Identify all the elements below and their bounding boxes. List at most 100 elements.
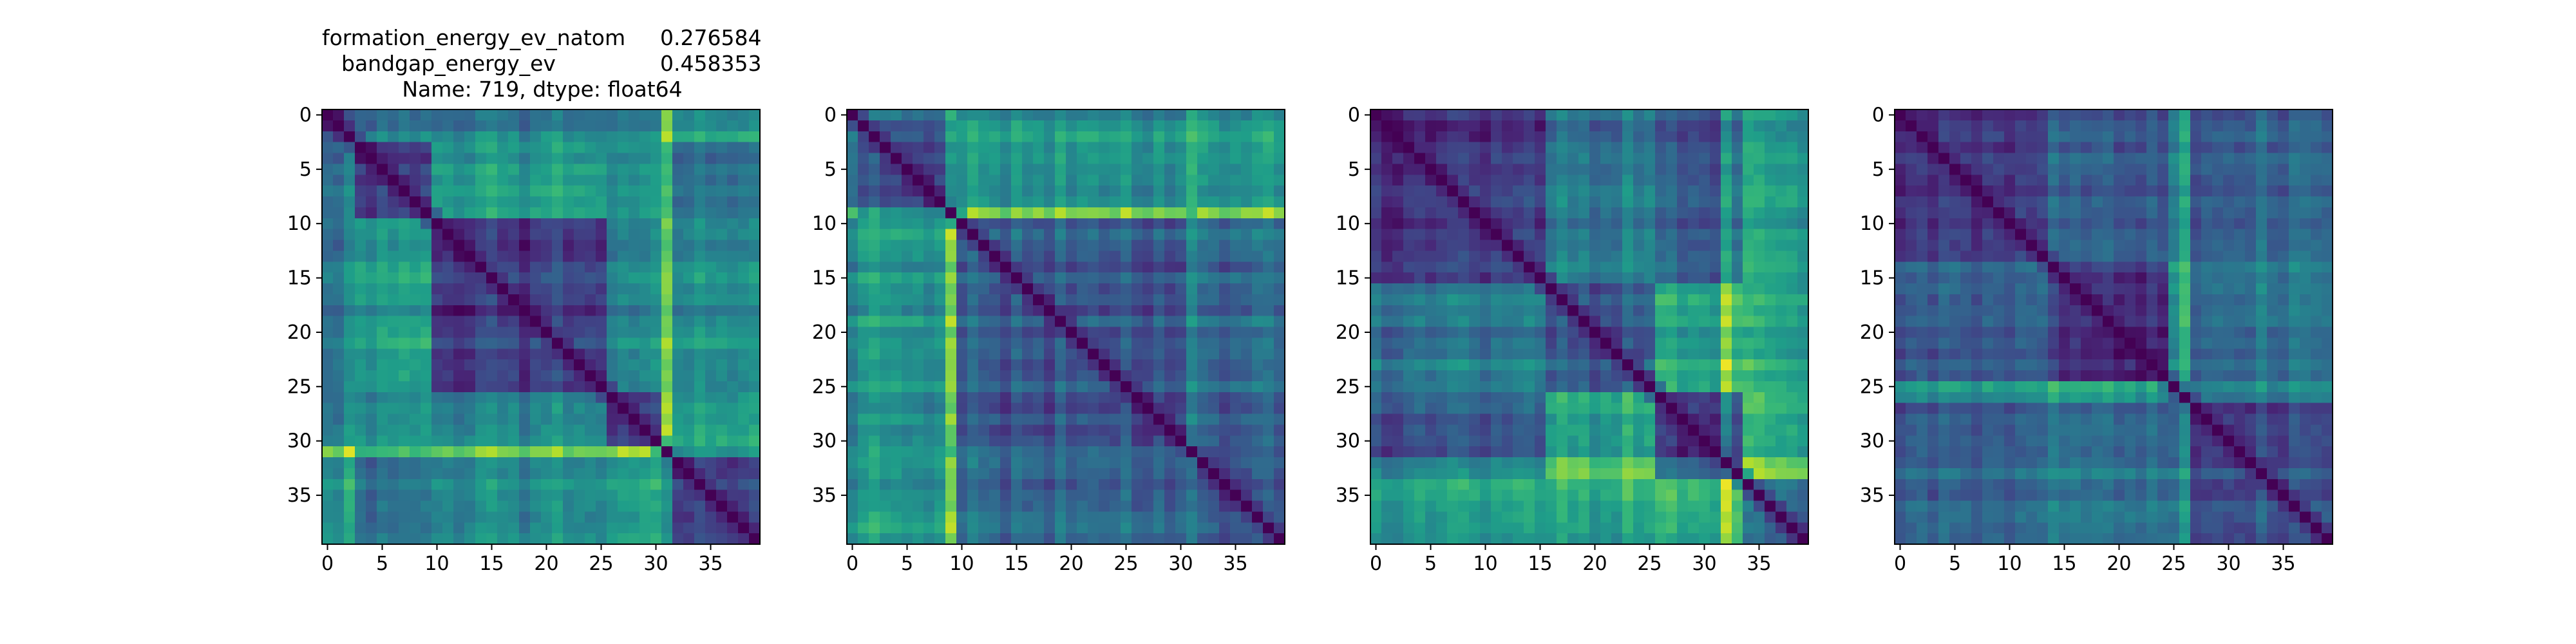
- heatmap-cell: [377, 348, 388, 360]
- heatmap-cell: [1786, 251, 1798, 262]
- heatmap-cell: [1480, 261, 1492, 273]
- heatmap-cell: [858, 294, 869, 306]
- heatmap-cell: [1469, 337, 1481, 349]
- heatmap-cell: [399, 522, 410, 534]
- heatmap-cell: [355, 327, 366, 338]
- heatmap-cell: [1153, 175, 1165, 186]
- heatmap-cell: [421, 142, 432, 154]
- y-tick-label: 5: [299, 158, 312, 181]
- heatmap-cell: [1121, 131, 1132, 143]
- heatmap-cell: [508, 164, 520, 175]
- heatmap-cell: [530, 370, 542, 382]
- heatmap-cell: [1197, 522, 1209, 534]
- heatmap-cell: [552, 402, 564, 415]
- heatmap-cell: [716, 381, 728, 393]
- heatmap-cell: [1633, 316, 1645, 328]
- heatmap-cell: [869, 522, 880, 534]
- heatmap-cell: [1381, 251, 1393, 262]
- heatmap-cell: [1765, 294, 1776, 306]
- heatmap-cell: [1197, 207, 1209, 219]
- heatmap-cell: [1743, 305, 1754, 317]
- heatmap-cell: [716, 261, 728, 273]
- heatmap-cell: [1611, 153, 1623, 164]
- heatmap-cell: [639, 359, 651, 371]
- heatmap-cell: [858, 348, 869, 360]
- heatmap-cell: [683, 272, 695, 284]
- heatmap-cell: [1436, 392, 1448, 404]
- heatmap-cell: [1699, 468, 1710, 480]
- heatmap-cell: [475, 359, 487, 371]
- heatmap-cell: [705, 533, 717, 545]
- heatmap-cell: [344, 207, 355, 219]
- heatmap-cell: [1535, 153, 1546, 164]
- heatmap-cell: [1230, 435, 1242, 447]
- heatmap-cell: [1033, 348, 1045, 360]
- heatmap-cell: [1392, 185, 1404, 197]
- heatmap-cell: [410, 218, 421, 230]
- heatmap-cell: [934, 196, 946, 208]
- heatmap-cell: [1655, 218, 1667, 230]
- heatmap-cell: [1502, 446, 1513, 458]
- heatmap-cell: [1567, 153, 1579, 164]
- heatmap-cell: [1208, 468, 1220, 480]
- heatmap-cell: [1611, 500, 1623, 512]
- heatmap-cell: [847, 272, 858, 284]
- heatmap-cell: [2114, 109, 2125, 121]
- heatmap-cell: [1600, 446, 1612, 458]
- heatmap-cell: [1033, 261, 1045, 273]
- heatmap-cell: [891, 229, 902, 241]
- heatmap-cell: [1381, 348, 1393, 360]
- heatmap-cell: [1000, 305, 1012, 317]
- heatmap-cell: [388, 207, 399, 219]
- heatmap-cell: [1655, 196, 1667, 208]
- heatmap-cell: [399, 489, 410, 502]
- heatmap-cell: [2278, 109, 2289, 121]
- heatmap-cell: [1546, 294, 1557, 306]
- heatmap-cell: [1732, 489, 1743, 502]
- heatmap-cell: [1786, 218, 1798, 230]
- heatmap-cell: [1132, 370, 1143, 382]
- heatmap-cell: [552, 392, 564, 404]
- heatmap-cell: [410, 196, 421, 208]
- heatmap-cell: [847, 533, 858, 545]
- heatmap-cell: [1230, 337, 1242, 349]
- heatmap-cell: [1370, 316, 1382, 328]
- heatmap-cell: [344, 533, 355, 545]
- heatmap-cell: [497, 283, 509, 295]
- heatmap-cell: [738, 305, 750, 317]
- heatmap-cell: [705, 153, 717, 164]
- heatmap-cell: [1263, 500, 1274, 512]
- heatmap-cell: [1066, 251, 1077, 262]
- heatmap-cell: [1088, 478, 1099, 491]
- heatmap-cell: [661, 478, 673, 491]
- heatmap-cell: [366, 207, 377, 219]
- heatmap-cell: [1557, 153, 1568, 164]
- heatmap-cell: [1392, 142, 1404, 154]
- heatmap-cell: [1142, 294, 1154, 306]
- heatmap-cell: [923, 511, 935, 523]
- heatmap-cell: [1381, 446, 1393, 458]
- heatmap-cell: [508, 424, 520, 436]
- x-tick-label: 0: [846, 553, 858, 575]
- heatmap-cell: [1000, 283, 1012, 295]
- heatmap-cell: [880, 185, 891, 197]
- heatmap-cell: [453, 337, 465, 349]
- heatmap-cell: [1688, 305, 1700, 317]
- heatmap-cell: [377, 359, 388, 371]
- heatmap-cell: [694, 478, 706, 491]
- heatmap-cell: [1219, 120, 1231, 132]
- heatmap-cell: [1546, 185, 1557, 197]
- heatmap-cell: [1754, 316, 1765, 328]
- heatmap-cell: [442, 120, 454, 132]
- heatmap-cell: [880, 457, 891, 469]
- heatmap-cell: [1142, 478, 1154, 491]
- heatmap-cell: [344, 381, 355, 393]
- heatmap-cell: [1414, 153, 1426, 164]
- heatmap-cell: [1370, 392, 1382, 404]
- heatmap-cell: [1208, 348, 1220, 360]
- heatmap-cell: [1055, 522, 1066, 534]
- heatmap-cell: [486, 359, 498, 371]
- heatmap-cell: [661, 424, 673, 436]
- heatmap-cell: [1033, 327, 1045, 338]
- heatmap-cell: [355, 337, 366, 349]
